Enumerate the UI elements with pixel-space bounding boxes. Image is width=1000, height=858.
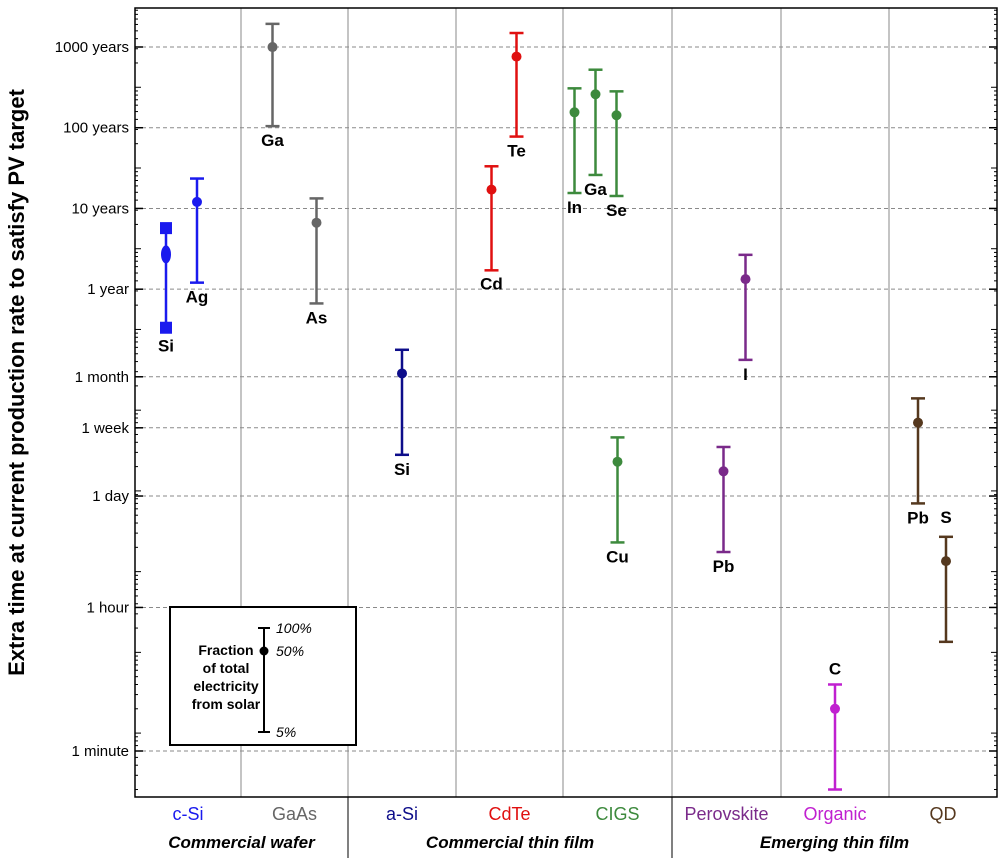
legend-title-line-1: of total: [203, 660, 250, 676]
legend-label-bottom: 5%: [276, 724, 296, 740]
point-qd-s-label: S: [940, 508, 951, 527]
point-cdte-te-label: Te: [507, 142, 526, 161]
category-label-organic: Organic: [803, 804, 866, 824]
y-tick-label-6: 1 day: [92, 488, 129, 505]
legend-title-line-0: Fraction: [198, 642, 253, 658]
point-cigs-ga-marker: [590, 89, 601, 100]
point-gaas-as-label: As: [306, 308, 328, 327]
point-c-si-si-marker: [161, 245, 171, 264]
y-tick-label-4: 1 month: [75, 369, 129, 386]
y-tick-label-0: 1000 years: [55, 39, 129, 56]
point-organic-c-marker: [830, 703, 840, 714]
point-cigs-se-label: Se: [606, 201, 627, 220]
group-label-1: Commercial thin film: [426, 833, 594, 852]
legend-title-line-3: from solar: [192, 696, 261, 712]
point-perovskite-pb-marker: [718, 466, 729, 477]
point-c-si-si-cap-bottom: [160, 321, 172, 334]
point-perovskite-i-marker: [740, 274, 751, 285]
point-cigs-in-label: In: [567, 198, 582, 217]
group-label-0: Commercial wafer: [168, 833, 316, 852]
point-gaas-ga-marker: [267, 42, 278, 53]
category-label-cdte: CdTe: [488, 804, 530, 824]
point-c-si-ag-marker: [192, 196, 202, 207]
point-perovskite-pb-label: Pb: [713, 557, 735, 576]
point-cigs-cu-label: Cu: [606, 547, 629, 566]
point-cigs-se-marker: [611, 110, 622, 121]
point-c-si-si-label: Si: [158, 337, 174, 356]
y-tick-label-7: 1 hour: [86, 599, 129, 616]
point-qd-pb-marker: [913, 417, 923, 428]
point-a-si-si-marker: [397, 368, 407, 379]
point-gaas-as-marker: [311, 217, 322, 228]
point-cigs-cu-marker: [612, 456, 623, 467]
category-label-qd: QD: [930, 804, 957, 824]
point-c-si-ag-label: Ag: [186, 288, 209, 307]
group-label-2: Emerging thin film: [760, 833, 909, 852]
point-cdte-cd-label: Cd: [480, 274, 503, 293]
point-cdte-te-marker: [511, 51, 522, 62]
y-tick-label-1: 100 years: [63, 120, 129, 137]
point-perovskite-i-label: I: [743, 365, 748, 384]
plot-frame: [134, 7, 998, 798]
category-label-gaas: GaAs: [272, 804, 317, 824]
category-label-a-si: a-Si: [386, 804, 418, 824]
point-cdte-cd-marker: [486, 184, 497, 195]
point-organic-c-label: C: [829, 659, 841, 678]
point-qd-pb-label: Pb: [907, 508, 929, 527]
point-qd-s-marker: [941, 556, 951, 567]
y-tick-label-8: 1 minute: [71, 743, 129, 760]
y-tick-label-3: 1 year: [87, 281, 129, 298]
category-label-perovskite: Perovskite: [684, 804, 768, 824]
legend-title-line-2: electricity: [193, 678, 259, 694]
point-cigs-in-marker: [569, 107, 580, 118]
y-tick-label-2: 10 years: [71, 200, 129, 217]
point-c-si-si-cap-top: [160, 222, 172, 235]
legend-label-mid: 50%: [276, 643, 304, 659]
point-gaas-ga-label: Ga: [261, 131, 284, 150]
point-cigs-ga-label: Ga: [584, 180, 607, 199]
legend-label-top: 100%: [276, 620, 312, 636]
category-label-c-si: c-Si: [173, 804, 204, 824]
legend-marker: [259, 646, 269, 656]
category-label-cigs: CIGS: [595, 804, 639, 824]
point-a-si-si-label: Si: [394, 460, 410, 479]
y-axis-label: Extra time at current production rate to…: [4, 88, 29, 675]
y-tick-label-5: 1 week: [81, 420, 129, 437]
